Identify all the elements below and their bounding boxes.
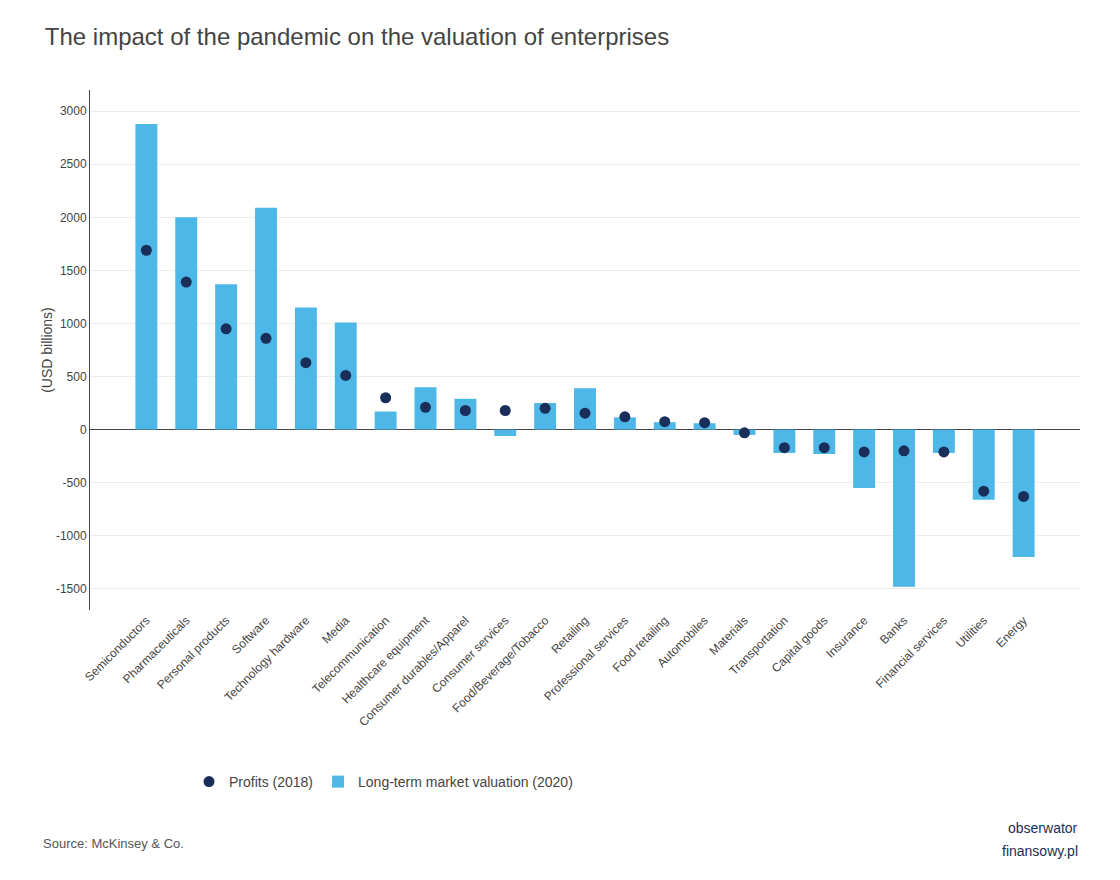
svg-text:Media: Media — [319, 613, 352, 646]
svg-text:3000: 3000 — [60, 104, 87, 118]
svg-text:finansowy.pl: finansowy.pl — [1002, 843, 1078, 859]
svg-text:500: 500 — [67, 370, 87, 384]
svg-text:Food retailing: Food retailing — [610, 613, 671, 674]
svg-text:Materials: Materials — [707, 613, 751, 657]
svg-text:Food/Beverage/Tobacco: Food/Beverage/Tobacco — [450, 613, 552, 715]
svg-text:(USD billions): (USD billions) — [39, 307, 55, 393]
svg-text:Healthcare equipment: Healthcare equipment — [339, 613, 432, 706]
svg-text:Consumer durables/Apparel: Consumer durables/Apparel — [356, 613, 472, 729]
svg-text:Long-term market valuation (20: Long-term market valuation (2020) — [358, 774, 573, 790]
svg-text:2000: 2000 — [60, 211, 87, 225]
svg-text:Consumer services: Consumer services — [429, 613, 512, 696]
svg-text:Semiconductors: Semiconductors — [82, 613, 153, 684]
svg-text:-1000: -1000 — [56, 529, 87, 543]
svg-text:2500: 2500 — [60, 157, 87, 171]
svg-text:-500: -500 — [63, 476, 87, 490]
svg-text:Transportation: Transportation — [726, 613, 790, 677]
svg-text:Personal products: Personal products — [154, 613, 232, 691]
svg-text:1000: 1000 — [60, 317, 87, 331]
svg-text:Professional services: Professional services — [541, 613, 631, 703]
svg-text:0: 0 — [80, 423, 87, 437]
svg-text:Pharmaceuticals: Pharmaceuticals — [120, 613, 193, 686]
svg-text:Insurance: Insurance — [823, 613, 870, 660]
svg-text:Automobiles: Automobiles — [654, 613, 711, 670]
svg-text:1500: 1500 — [60, 264, 87, 278]
svg-text:Banks: Banks — [877, 613, 910, 646]
svg-text:Source: McKinsey & Co.: Source: McKinsey & Co. — [43, 836, 184, 851]
svg-text:Energy: Energy — [993, 613, 1030, 650]
svg-text:Technology hardware: Technology hardware — [222, 613, 313, 704]
svg-text:Software: Software — [229, 613, 273, 657]
svg-text:The impact of the pandemic on: The impact of the pandemic on the valuat… — [45, 23, 669, 50]
svg-text:Utilities: Utilities — [953, 613, 990, 650]
svg-text:Capital goods: Capital goods — [769, 613, 831, 675]
svg-text:Retailing: Retailing — [548, 613, 591, 656]
svg-text:-1500: -1500 — [56, 582, 87, 596]
svg-text:Telecommunication: Telecommunication — [309, 613, 392, 696]
svg-text:obserwator: obserwator — [1008, 820, 1078, 836]
svg-text:Profits (2018): Profits (2018) — [229, 774, 313, 790]
svg-text:Financial services: Financial services — [873, 613, 950, 690]
